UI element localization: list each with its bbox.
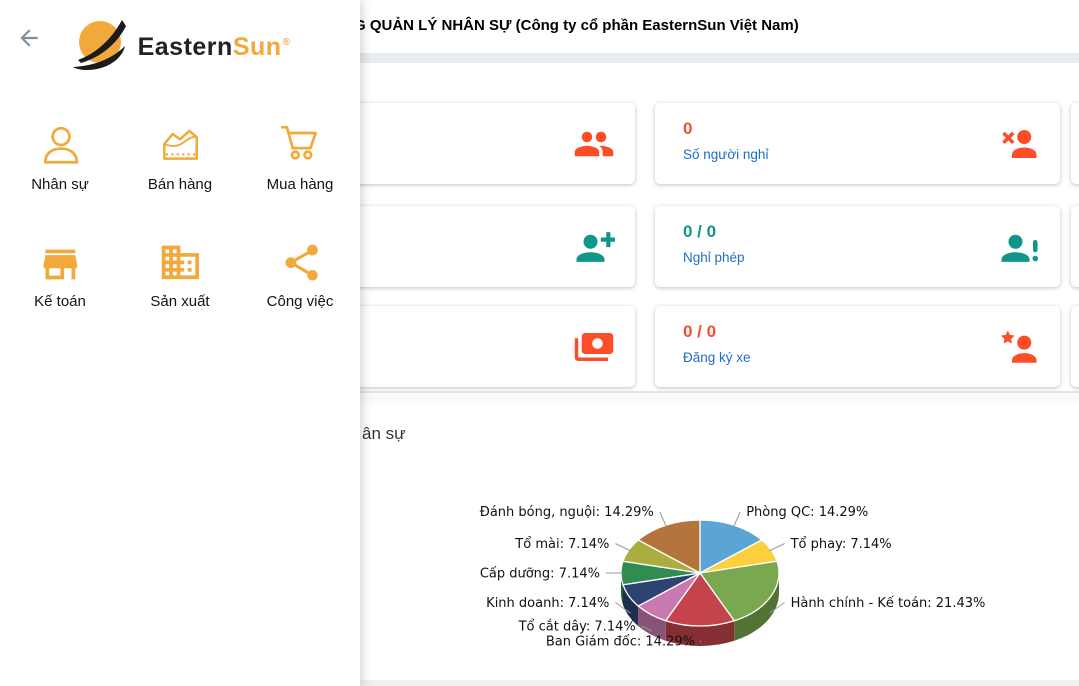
logo-text-eastern: Eastern	[137, 32, 233, 61]
sidebar-item-mua-hang[interactable]: Mua hàng	[240, 122, 360, 193]
factory-icon	[157, 239, 203, 285]
sidebar-item-nhan-su[interactable]: Nhân sự	[0, 122, 120, 193]
stat-card-row2-right[interactable]: 0 / 0 Nghỉ phép	[655, 206, 1060, 287]
registered-mark: ®	[282, 36, 291, 48]
stat-value: 0 / 0	[683, 222, 717, 241]
store-icon	[37, 239, 83, 285]
section-heading: ân sự	[362, 424, 406, 443]
pie-slice-side	[638, 606, 666, 641]
logo-text-sun: Sun	[232, 32, 282, 61]
pie-label-0: Phòng QC: 14.29%	[746, 505, 868, 520]
stat-card-row2-cutoff[interactable]	[1071, 206, 1079, 287]
stat-card-row3-right[interactable]: 0 / 0 Đăng ký xe	[655, 306, 1060, 387]
sales-chart-icon	[157, 122, 203, 168]
pie-label-8: Đánh bóng, nguội: 14.29%	[480, 505, 654, 520]
bottom-section-edge	[0, 680, 1079, 686]
sidebar-item-ke-toan[interactable]: Kế toán	[0, 239, 120, 310]
pie-label-7: Tổ mài: 7.14%	[514, 537, 609, 552]
pie-callout-line	[641, 625, 653, 632]
sidebar-item-label: Bán hàng	[147, 176, 213, 193]
share-icon	[277, 239, 323, 285]
sidebar-item-label: Công việc	[266, 293, 334, 310]
sidebar-item-label: Mua hàng	[266, 176, 334, 193]
sidebar-drawer: EasternSun® Nhân sự Bán hàng Mua hàng Kế to…	[0, 0, 360, 686]
stat-value: 0	[683, 119, 693, 138]
stat-label: Đăng ký xe	[683, 350, 751, 365]
header-divider-band	[0, 53, 1079, 63]
pie-slice-side	[734, 573, 779, 641]
arrow-left-icon	[20, 28, 38, 47]
stat-label: Nghỉ phép	[683, 250, 745, 265]
pie-slice-2[interactable]	[699, 560, 780, 622]
staff-structure-pie-chart: Phòng QC: 14.29% Tổ phay: 7.14% Hành chính…	[480, 505, 986, 650]
pie-label-2: Hành chính - Kế toán: 21.43%	[791, 596, 986, 611]
pie-slice-side	[622, 584, 639, 627]
sidebar-item-ban-hang[interactable]: Bán hàng	[120, 122, 240, 193]
pie-label-1: Tổ phay: 7.14%	[790, 537, 892, 552]
pie-label-3: Ban Giám đốc: 14.29%	[546, 635, 695, 650]
person-star-icon	[998, 326, 1040, 368]
easternsun-logo: EasternSun®	[0, 14, 360, 76]
sidebar-item-san-xuat[interactable]: Sản xuất	[120, 239, 240, 310]
stat-value: 0 / 0	[683, 322, 717, 341]
pie-callout-line	[615, 543, 631, 552]
pie-callout-line	[699, 640, 702, 643]
pie-slice-side	[665, 620, 735, 646]
page-title: G QUẢN LÝ NHÂN SỰ (Công ty cổ phần Easte…	[354, 17, 799, 34]
pie-label-4: Tổ cắt dây: 7.14%	[518, 620, 636, 635]
sidebar-item-label: Sản xuất	[150, 293, 210, 310]
pie-label-6: Cấp dưỡng: 7.14%	[480, 567, 600, 582]
cart-icon	[277, 122, 323, 168]
sidebar-item-cong-viec[interactable]: Công việc	[240, 239, 360, 310]
pie-callout-line	[615, 602, 631, 614]
back-button[interactable]	[14, 24, 44, 54]
sun-swoosh-icon	[72, 20, 126, 70]
pie-callout-line	[769, 543, 785, 552]
people-icon	[573, 123, 615, 165]
menu-grid: Nhân sự Bán hàng Mua hàng Kế toán Sản xuất Cô…	[0, 122, 360, 310]
stat-card-row3-cutoff[interactable]	[1071, 306, 1079, 387]
person-icon	[37, 122, 83, 168]
stat-card-row1-right[interactable]: 0 Số người nghỉ	[655, 103, 1060, 184]
sidebar-item-label: Kế toán	[34, 293, 86, 310]
banknote-icon	[573, 326, 615, 368]
pie-label-5: Kinh doanh: 7.14%	[486, 596, 609, 611]
pie-callout-line	[659, 511, 668, 528]
person-alert-icon	[998, 226, 1040, 268]
stat-label: Số người nghỉ	[683, 147, 769, 162]
pie-callout-line	[769, 602, 785, 614]
stat-card-row1-cutoff[interactable]	[1071, 103, 1079, 184]
pie-callout-line	[732, 511, 741, 528]
person-remove-icon	[998, 123, 1040, 165]
sidebar-item-label: Nhân sự	[31, 176, 89, 193]
person-add-icon	[573, 226, 616, 268]
pie-slice-3[interactable]	[665, 572, 735, 627]
